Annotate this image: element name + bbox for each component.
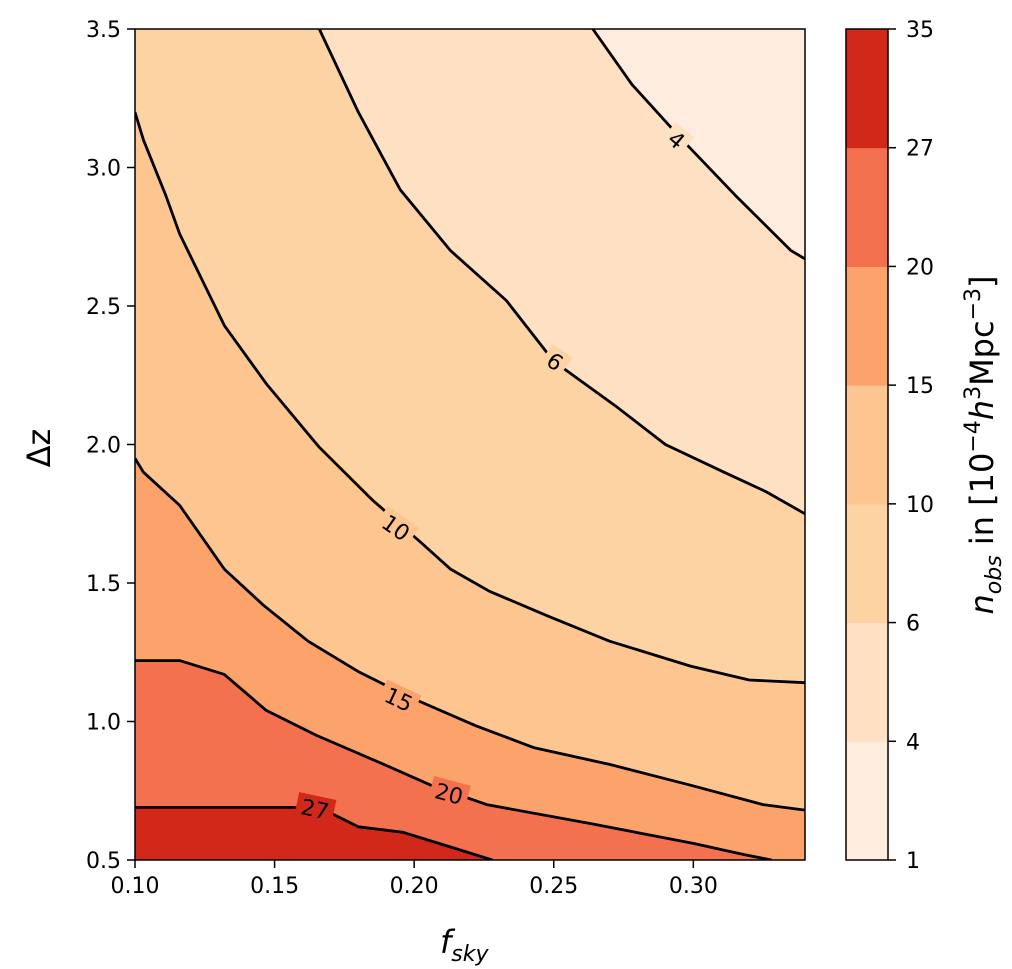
- colorbar-tick-label: 35: [906, 18, 934, 43]
- colorbar-band: [846, 385, 888, 505]
- x-tick-label: 0.15: [250, 874, 299, 899]
- x-tick-label: 0.20: [390, 874, 439, 899]
- colorbar-label: nobs in [10−4h3Mpc−3]: [961, 275, 1007, 614]
- colorbar-tick-label: 10: [906, 493, 934, 518]
- colorbar-band: [846, 147, 888, 267]
- colorbar-tick-label: 20: [906, 255, 934, 280]
- colorbar-tick-label: 15: [906, 374, 934, 399]
- y-tick-label: 1.0: [86, 711, 121, 736]
- colorbar-tick-label: 4: [906, 730, 920, 755]
- colorbar-tick-label: 6: [906, 612, 920, 637]
- band-above-27: [135, 807, 493, 860]
- x-tick-label: 0.30: [669, 874, 718, 899]
- y-axis: 0.5 1.0 1.5 2.0 2.5 3.0 3.5: [86, 18, 135, 874]
- y-tick-label: 3.0: [86, 157, 121, 182]
- y-tick-label: 0.5: [86, 849, 121, 874]
- contour-label-27: 27: [293, 792, 337, 826]
- x-tick-label: 0.25: [529, 874, 578, 899]
- y-axis-label: Δz: [20, 429, 58, 468]
- x-axis-label-sub: sky: [451, 942, 489, 967]
- colorbar-tick-label: 1: [906, 849, 920, 874]
- contour-line-20: [135, 659, 772, 860]
- contour-line-15: [135, 457, 805, 812]
- colorbar-frame: [845, 28, 889, 861]
- x-tick-label: 0.10: [111, 874, 160, 899]
- contour-fills: [135, 29, 805, 860]
- colorbar-band: [846, 29, 888, 149]
- colorbar-band: [846, 622, 888, 742]
- colorbar: [845, 28, 889, 861]
- colorbar-ticks: 1 4 6 10 15 20 27 35: [888, 18, 934, 874]
- colorbar-tick-label: 27: [906, 137, 934, 162]
- y-tick-label: 2.5: [86, 295, 121, 320]
- y-tick-label: 1.5: [86, 572, 121, 597]
- x-axis: 0.10 0.15 0.20 0.25 0.30: [111, 860, 718, 899]
- x-axis-label: fsky: [440, 923, 489, 967]
- y-tick-label: 2.0: [86, 434, 121, 459]
- colorbar-band: [846, 741, 888, 861]
- colorbar-band: [846, 266, 888, 386]
- contour-line-4: [591, 29, 805, 261]
- y-tick-label: 3.5: [86, 18, 121, 43]
- colorbar-band: [846, 503, 888, 624]
- svg-text:27: 27: [298, 795, 331, 825]
